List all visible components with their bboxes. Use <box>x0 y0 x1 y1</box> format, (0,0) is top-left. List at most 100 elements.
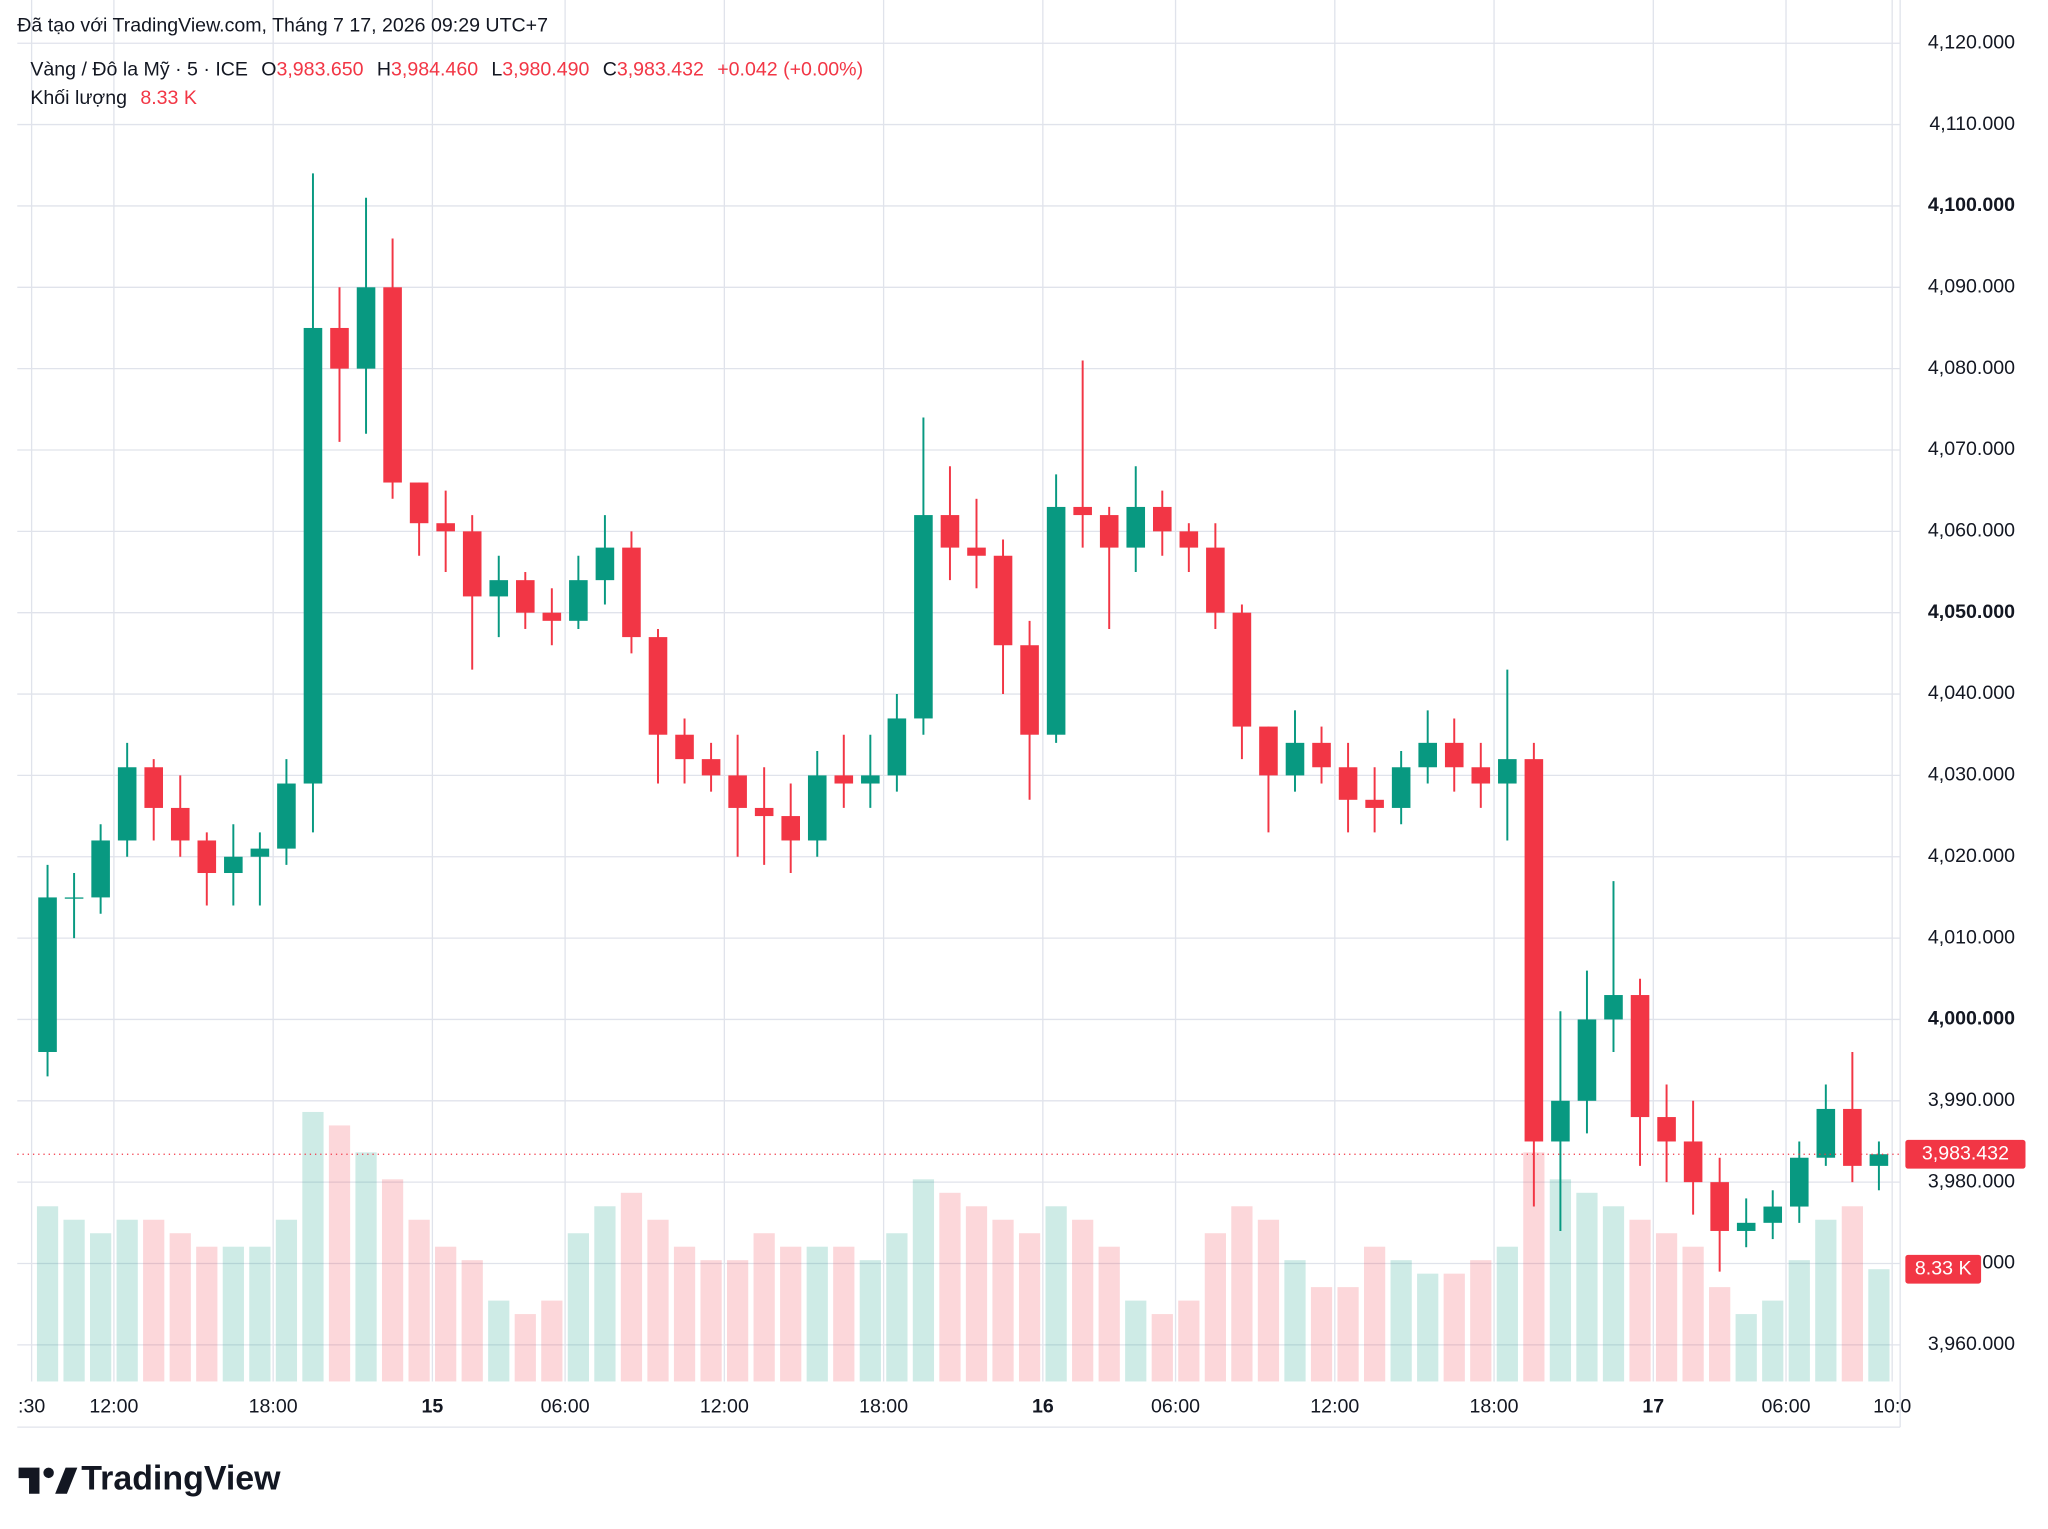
candle-body <box>569 580 588 621</box>
volume-bar <box>514 1314 536 1382</box>
last-volume-label: 8.33 K <box>1915 1257 1972 1279</box>
volume-bar <box>567 1233 589 1382</box>
x-tick-label: 06:00 <box>1762 1396 1811 1418</box>
candle-body <box>197 840 217 874</box>
volume-legend: Khối lượng 8.33 K <box>30 87 197 109</box>
change: +0.042 (+0.00%) <box>717 59 863 81</box>
candle-body <box>1710 1182 1729 1231</box>
candles <box>38 173 1889 1272</box>
c-label: C <box>603 59 617 81</box>
x-tick-label: 12:00 <box>1310 1396 1359 1418</box>
candle-body <box>622 547 641 638</box>
candle-body <box>861 775 880 784</box>
x-tick-label: 18:00 <box>859 1396 908 1418</box>
candle-body <box>383 287 402 483</box>
y-tick-label: 4,090.000 <box>1928 275 2015 297</box>
candle-body <box>1789 1157 1809 1207</box>
volume-bar <box>90 1233 112 1382</box>
volume-bar <box>1470 1260 1492 1382</box>
candle-body <box>356 287 376 369</box>
volume-bar <box>1709 1287 1731 1382</box>
candle-body <box>144 767 164 808</box>
x-tick-label: 17 <box>1642 1396 1664 1418</box>
volume-bar <box>1815 1219 1837 1382</box>
volume-bar <box>488 1300 510 1382</box>
volume-bar <box>381 1179 404 1382</box>
candle-body <box>277 783 296 849</box>
logo: TradingView <box>18 1460 281 1498</box>
l-value: 3,980.490 <box>502 59 589 81</box>
logo-icon <box>55 1467 78 1494</box>
volume-bar <box>1735 1314 1757 1382</box>
x-tick-label: 16 <box>1032 1396 1054 1418</box>
volume-bar <box>886 1233 908 1382</box>
candle-body <box>834 775 854 784</box>
candle-body <box>1471 767 1491 784</box>
last-volume-box <box>1905 1254 1982 1284</box>
volume-bar <box>647 1219 669 1382</box>
candle-body <box>887 718 907 776</box>
candle-body <box>1551 1100 1570 1142</box>
volume-bar <box>1151 1314 1173 1382</box>
volume-bar <box>1231 1206 1253 1382</box>
logo-icon <box>18 1467 40 1494</box>
volume-bar <box>700 1260 722 1382</box>
volume-bar <box>249 1246 271 1382</box>
volume-pane <box>36 1111 1890 1382</box>
y-tick-label: 4,030.000 <box>1928 764 2015 786</box>
volume-bar <box>1841 1206 1863 1382</box>
volume-bar <box>143 1219 165 1382</box>
volume-bar <box>620 1192 643 1382</box>
o-label: O <box>261 59 276 81</box>
volume-bar <box>1018 1233 1041 1382</box>
candle-body <box>1099 515 1119 548</box>
volume-bar <box>1576 1192 1598 1382</box>
candle-body <box>1046 506 1066 735</box>
volume-bar <box>435 1246 457 1382</box>
candle-body <box>1365 799 1384 808</box>
legend: Vàng / Đô la Mỹ · 5 · ICE O3,983.650 H3,… <box>30 59 863 110</box>
volume-bar <box>1655 1233 1678 1382</box>
volume-bar <box>541 1300 563 1382</box>
candle-body <box>117 767 137 841</box>
candle-body <box>1816 1108 1836 1158</box>
candle-body <box>1073 506 1092 516</box>
h-value: 3,984.460 <box>391 59 478 81</box>
candle-body <box>1418 742 1437 768</box>
volume-bar <box>1072 1219 1094 1382</box>
candle-body <box>1152 506 1172 532</box>
volume-bar <box>461 1260 483 1382</box>
y-tick-label: 4,010.000 <box>1928 926 2015 948</box>
volume-value: 8.33 K <box>140 87 197 109</box>
y-tick-label: 4,120.000 <box>1928 31 2015 53</box>
volume-bar <box>222 1246 244 1382</box>
candle-body <box>1763 1206 1783 1223</box>
volume-bar <box>1098 1246 1120 1382</box>
volume-bar <box>1257 1219 1280 1382</box>
volume-bar <box>1788 1260 1810 1382</box>
y-tick-label: 4,070.000 <box>1928 438 2015 460</box>
x-tick-label: 12:00 <box>89 1396 138 1418</box>
volume-bar <box>859 1260 881 1382</box>
candle-body <box>1285 742 1305 776</box>
y-tick-label: 4,050.000 <box>1928 601 2015 623</box>
candle-body <box>91 840 110 898</box>
candle-body <box>250 848 270 857</box>
o-value: 3,983.650 <box>276 59 363 81</box>
volume-bar <box>1523 1152 1545 1382</box>
candle-body <box>516 580 535 613</box>
candle-body <box>701 759 721 776</box>
volume-bar <box>939 1192 961 1382</box>
volume-bar <box>408 1219 430 1382</box>
volume-bar <box>1178 1300 1200 1382</box>
candle-body <box>1232 612 1252 727</box>
x-tick-label: 06:00 <box>1151 1396 1200 1418</box>
candle-body <box>675 734 694 760</box>
candle-body <box>914 515 933 719</box>
volume-bar <box>116 1219 138 1382</box>
volume-bar <box>806 1246 828 1382</box>
candle-body <box>1206 547 1225 613</box>
volume-bar <box>1310 1287 1333 1382</box>
x-tick-label: 06:00 <box>541 1396 590 1418</box>
volume-bar <box>833 1246 855 1382</box>
